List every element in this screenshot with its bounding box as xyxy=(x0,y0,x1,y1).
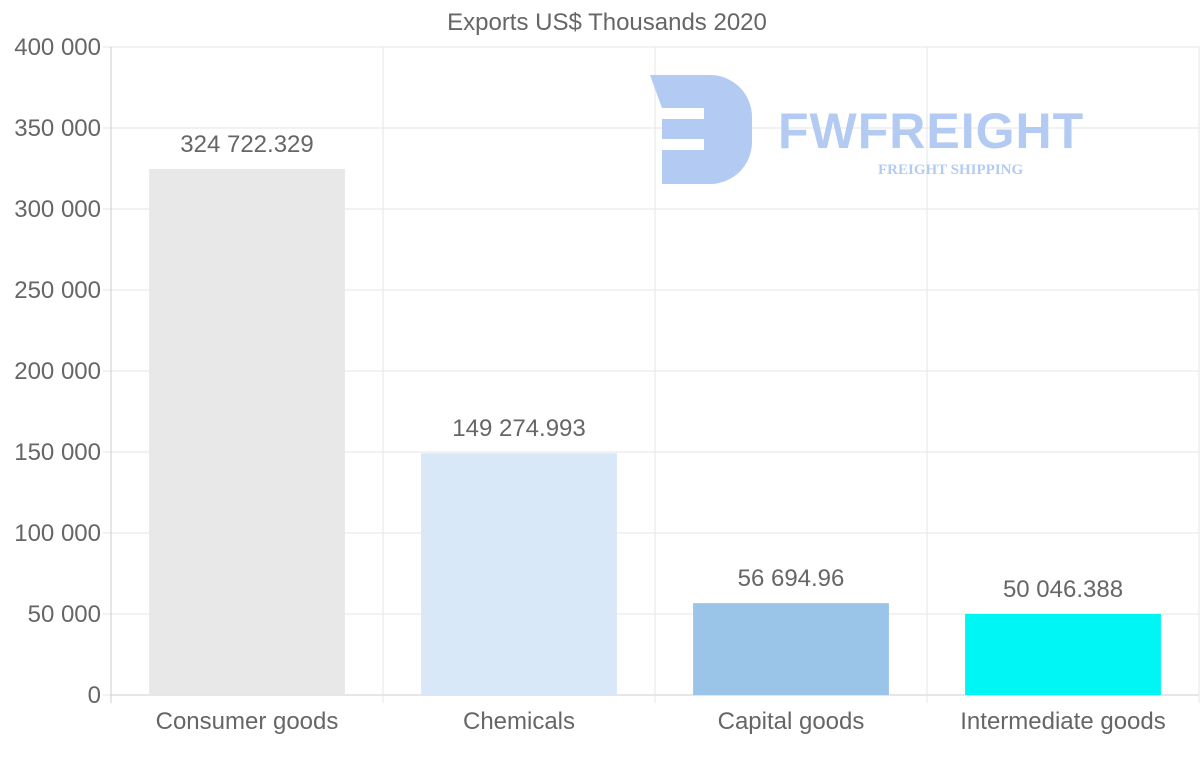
y-tick-label: 250 000 xyxy=(14,277,101,304)
watermark: FWFREIGHT FREIGHT SHIPPING xyxy=(650,75,1084,184)
fw-logo-icon xyxy=(650,75,752,184)
y-tick-label: 350 000 xyxy=(14,115,101,142)
x-tick-label: Capital goods xyxy=(718,708,865,735)
data-label: 149 274.993 xyxy=(452,415,585,442)
x-tick-label: Intermediate goods xyxy=(960,708,1165,735)
chart-title: Exports US$ Thousands 2020 xyxy=(447,9,767,36)
y-tick-label: 400 000 xyxy=(14,34,101,61)
watermark-tagline: FREIGHT SHIPPING xyxy=(878,162,1023,178)
x-axis-ticks: Consumer goods Chemicals Capital goods Inte… xyxy=(156,708,1166,735)
data-label: 56 694.96 xyxy=(738,565,845,592)
data-labels: 324 722.329 149 274.993 56 694.96 50 046.38… xyxy=(180,131,1123,603)
bar xyxy=(965,613,1161,695)
y-tick-label: 0 xyxy=(88,682,101,709)
bar xyxy=(149,168,345,695)
watermark-name: FWFREIGHT xyxy=(778,103,1084,159)
bar xyxy=(693,603,889,695)
bars xyxy=(149,168,1161,695)
y-axis-ticks: 0 50 000 100 000 150 000 200 000 250 000 300 0… xyxy=(14,34,101,709)
x-tick-label: Consumer goods xyxy=(156,708,339,735)
bar xyxy=(421,453,617,695)
x-tick-label: Chemicals xyxy=(463,708,575,735)
y-tick-label: 150 000 xyxy=(14,439,101,466)
y-tick-label: 300 000 xyxy=(14,196,101,223)
data-label: 324 722.329 xyxy=(180,131,313,158)
y-tick-label: 100 000 xyxy=(14,520,101,547)
y-tick-label: 200 000 xyxy=(14,358,101,385)
y-tick-label: 50 000 xyxy=(28,601,101,628)
data-label: 50 046.388 xyxy=(1003,576,1123,603)
